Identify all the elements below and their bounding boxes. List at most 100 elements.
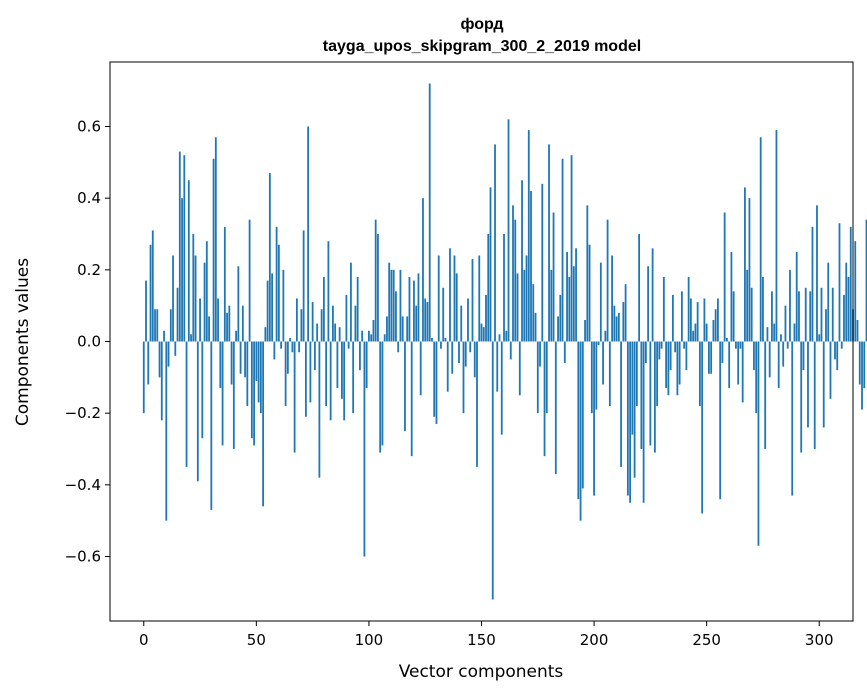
bar-184 (557, 316, 559, 342)
bar-88 (341, 341, 343, 399)
bar-107 (383, 334, 386, 342)
bar-168 (521, 180, 523, 342)
bar-66 (291, 341, 294, 353)
bar-278 (768, 341, 771, 378)
bar-217 (631, 341, 634, 435)
bar-89 (343, 341, 346, 421)
bar-108 (386, 316, 388, 342)
bar-214 (624, 284, 627, 342)
bar-290 (795, 251, 798, 342)
bar-314 (849, 226, 852, 342)
bar-100 (368, 330, 370, 342)
bar-125 (424, 298, 427, 342)
bar-319 (861, 341, 863, 410)
bar-289 (793, 323, 796, 342)
bar-44 (241, 305, 244, 342)
bar-321 (865, 219, 867, 342)
bar-148 (476, 341, 478, 467)
bar-284 (782, 341, 785, 367)
bar-33 (217, 298, 219, 342)
bar-142 (462, 341, 465, 414)
bar-65 (289, 337, 292, 342)
bar-236 (674, 341, 677, 353)
bar-59 (275, 226, 278, 342)
bar-91 (347, 341, 350, 349)
bar-208 (611, 255, 613, 342)
bar-281 (775, 130, 778, 342)
bar-105 (379, 341, 382, 453)
bar-46 (246, 341, 249, 406)
bar-308 (836, 341, 839, 371)
chart-title: форд (460, 16, 503, 33)
bar-291 (798, 291, 800, 342)
bar-238 (678, 341, 681, 385)
bar-249 (703, 298, 706, 342)
bar-141 (460, 305, 463, 342)
bar-17 (181, 198, 183, 342)
bar-78 (318, 341, 321, 478)
bar-292 (800, 341, 803, 453)
x-axis-label: Vector components (399, 662, 564, 682)
bar-309 (838, 223, 841, 342)
bar-226 (651, 248, 654, 342)
bar-118 (408, 277, 411, 342)
bar-81 (325, 341, 328, 406)
bar-299 (816, 205, 818, 342)
bar-316 (854, 241, 857, 342)
bar-222 (642, 341, 645, 503)
bar-77 (316, 323, 319, 342)
bar-109 (388, 262, 391, 342)
bar-158 (498, 334, 501, 342)
y-tick-label: −0.6 (65, 548, 101, 566)
bar-203 (599, 262, 602, 342)
bar-162 (507, 119, 510, 342)
bar-170 (525, 255, 528, 342)
bar-271 (753, 341, 755, 371)
bar-288 (791, 341, 794, 496)
bar-270 (750, 287, 753, 342)
bar-267 (744, 187, 746, 342)
bar-28 (205, 241, 208, 342)
bar-225 (649, 341, 652, 446)
bar-series (142, 83, 867, 600)
bar-215 (626, 341, 629, 496)
bar-166 (516, 273, 519, 342)
bar-99 (365, 341, 368, 389)
bar-200 (593, 341, 595, 496)
bar-132 (440, 341, 442, 349)
bar-24 (196, 341, 199, 482)
bar-18 (183, 155, 186, 342)
bar-211 (617, 312, 620, 342)
bar-227 (653, 341, 656, 453)
x-tick-label: 300 (805, 631, 834, 649)
bar-69 (298, 341, 301, 353)
bar-70 (300, 309, 303, 342)
bar-297 (811, 226, 814, 342)
bar-14 (174, 341, 177, 356)
bar-255 (717, 298, 719, 342)
bar-187 (563, 341, 566, 363)
bar-117 (406, 316, 409, 342)
bar-110 (390, 269, 393, 342)
bar-126 (426, 302, 429, 342)
bar-201 (595, 341, 598, 410)
bar-152 (485, 294, 487, 342)
bar-95 (356, 277, 359, 342)
bar-300 (818, 334, 821, 342)
bar-161 (505, 330, 508, 342)
y-tick-label: −0.2 (65, 404, 101, 422)
bar-16 (178, 151, 181, 342)
bar-237 (676, 341, 679, 396)
bar-286 (786, 341, 789, 349)
y-tick-label: 0.2 (77, 261, 101, 279)
bar-94 (354, 305, 357, 342)
bar-106 (381, 341, 384, 446)
bar-145 (469, 341, 472, 353)
bar-302 (822, 341, 825, 428)
bar-234 (669, 341, 672, 371)
chart-subtitle: tayga_upos_skipgram_300_2_2019 model (323, 38, 641, 55)
bar-57 (271, 273, 274, 342)
bar-185 (559, 294, 562, 342)
bar-179 (545, 341, 548, 414)
bar-232 (665, 341, 668, 389)
